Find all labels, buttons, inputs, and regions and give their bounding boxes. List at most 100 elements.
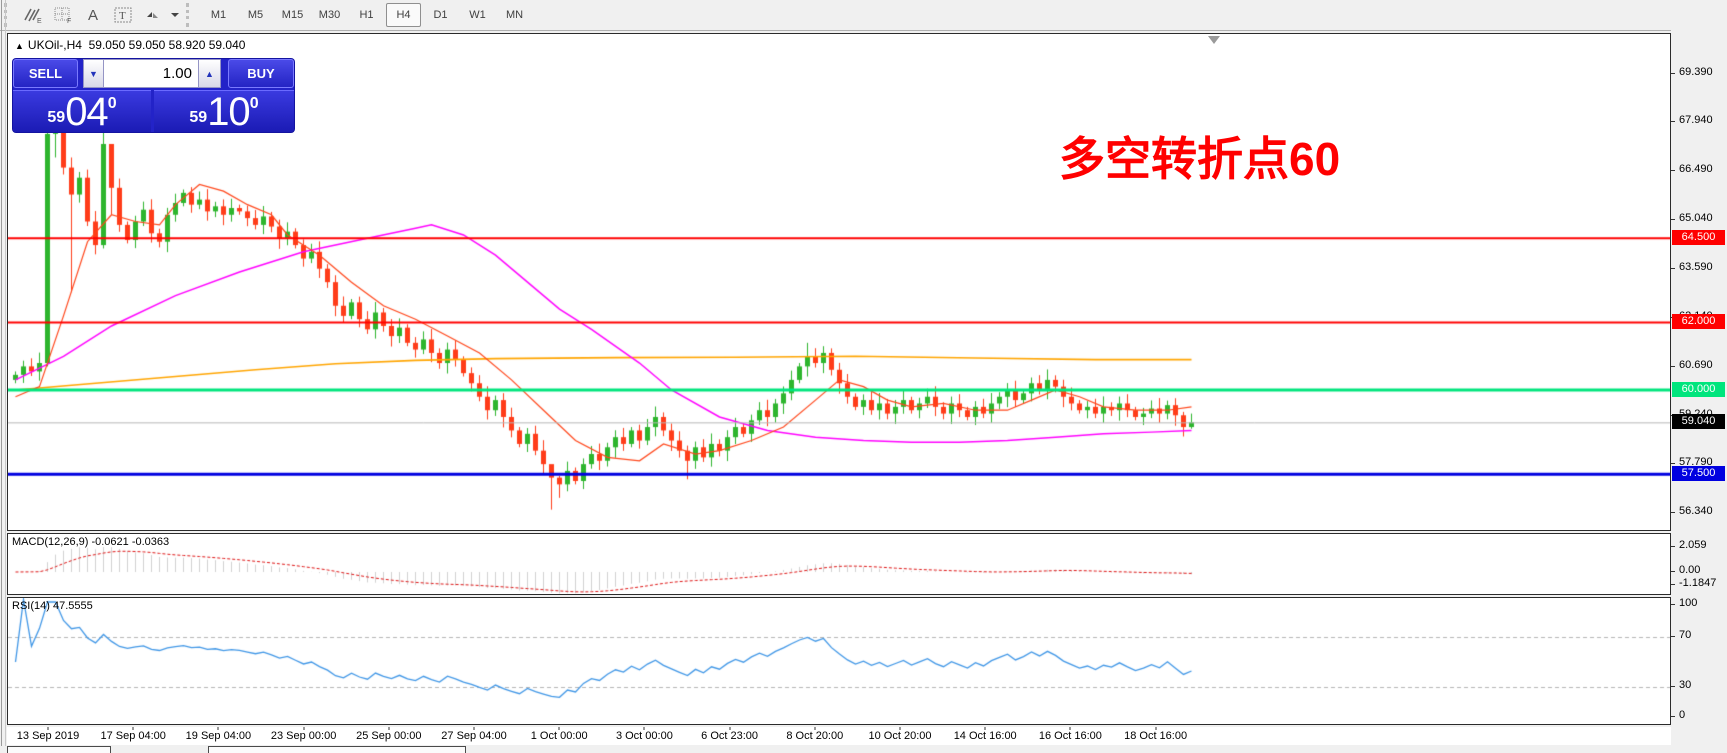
toolbar: E F A T M1 M5 M15 M30 H1 H4 D1 W1 MN [0,0,1727,31]
sell-price-big: 04 [65,90,108,134]
time-tick [1069,727,1071,730]
buy-price-sup: 0 [249,95,259,112]
axis-tick [1671,219,1675,220]
time-tick-label: 14 Oct 16:00 [953,730,1017,742]
title-triangle-icon: ▲ [15,41,24,51]
time-tick [388,727,390,730]
volume-input[interactable] [104,59,198,88]
expert-advisor-icon[interactable]: E [19,3,47,27]
sell-price-sup: 0 [107,95,117,112]
dropdown-caret-icon[interactable] [169,3,181,27]
axis-tick [1671,584,1675,585]
timeframe-button-w1[interactable]: W1 [469,9,486,21]
window-tab[interactable] [208,746,466,753]
price-tick-label: 69.390 [1679,66,1713,78]
cursor-tool-icon[interactable] [139,3,167,27]
price-tick-label: 66.490 [1679,163,1713,175]
chart-shift-marker-icon[interactable] [1208,36,1220,44]
buy-button[interactable]: BUY [228,59,294,88]
axis-tick [1671,546,1675,547]
axis-tick [1671,170,1675,171]
rsi-scale-label: 70 [1679,629,1692,641]
main-chart-pane[interactable]: ▲ UKOil-,H4 59.050 59.050 58.920 59.040 S… [7,33,1671,531]
timeframe-button-m30[interactable]: M30 [318,9,341,21]
timeframe-button-m5[interactable]: M5 [247,9,264,21]
timeframe-button-mn[interactable]: MN [505,9,524,21]
buy-price-big: 10 [207,90,250,134]
time-tick-label: 10 Oct 20:00 [868,730,932,742]
time-tick-label: 3 Oct 00:00 [615,730,673,742]
rsi-scale-label: 0 [1679,709,1686,721]
timeframe-toolbar: M1 M5 M15 M30 H1 H4 D1 W1 MN [200,3,533,27]
volume-increase-button[interactable]: ▲ [198,59,221,88]
timeframe-button-h4[interactable]: H4 [386,3,421,27]
macd-indicator-pane[interactable]: MACD(12,26,9) -0.0621 -0.0363 [7,533,1671,595]
svg-text:T: T [119,10,126,22]
axis-tick [1671,636,1675,637]
rsi-canvas[interactable] [8,598,1670,724]
time-tick [132,727,134,730]
chart-text-annotation: 多空转折点60 [1059,133,1341,185]
timeframe-button-m15[interactable]: M15 [281,9,304,21]
text-label-icon[interactable]: A [87,6,98,24]
window-tab[interactable] [7,746,111,753]
toolbar-separator [186,3,196,27]
axis-tick [1671,121,1675,122]
timeframe-button-m1[interactable]: M1 [210,9,227,21]
timeframe-button-h1[interactable]: H1 [359,9,374,21]
time-tick [899,727,901,730]
price-level-badge: 57.500 [1672,466,1725,481]
time-tick-label: 25 Sep 00:00 [356,730,422,742]
svg-text:F: F [67,18,71,24]
price-tick-label: 60.690 [1679,359,1713,371]
chart-symbol: UKOil-,H4 [27,38,82,52]
price-tick-label: 63.590 [1679,261,1713,273]
time-tick-label: 23 Sep 00:00 [270,730,337,742]
axis-tick [1671,604,1675,605]
volume-decrease-button[interactable]: ▼ [83,59,104,88]
macd-scale-label: 0.00 [1679,564,1701,576]
time-tick [1155,727,1157,730]
axis-tick [1671,571,1675,572]
time-tick-label: 6 Oct 23:00 [701,730,759,742]
price-tick-label: 56.340 [1679,505,1713,517]
time-tick-label: 17 Sep 04:00 [100,730,166,742]
time-tick-label: 27 Sep 04:00 [441,730,507,742]
sell-price-small: 59 [47,109,66,126]
axis-tick [1671,716,1675,717]
price-level-badge: 60.000 [1672,382,1725,397]
time-tick [984,727,986,730]
chart-ohlc-values: 59.050 59.050 58.920 59.040 [88,38,246,52]
sell-button[interactable]: SELL [13,59,78,88]
rsi-scale-label: 30 [1679,679,1692,691]
time-axis[interactable]: 13 Sep 2019 17 Sep 04:00 19 Sep 04:00 23 Se… [7,727,1671,745]
time-tick [643,727,645,730]
time-tick [729,727,731,730]
buy-price-small: 59 [189,109,208,126]
buy-price-box[interactable]: 59 10 0 [154,90,294,132]
macd-label: MACD(12,26,9) -0.0621 -0.0363 [12,536,170,548]
time-tick-label: 13 Sep 2019 [16,730,80,742]
time-tick-label: 18 Oct 16:00 [1124,730,1188,742]
sell-price-box[interactable]: 59 04 0 [13,90,151,132]
time-tick [473,727,475,730]
rsi-indicator-pane[interactable]: RSI(14) 47.5555 [7,597,1671,725]
time-tick-label: 8 Oct 20:00 [786,730,844,742]
window-left-border [1,0,2,753]
svg-text:E: E [37,18,42,24]
grid-icon[interactable]: F [49,3,77,27]
text-box-icon[interactable]: T [109,3,137,27]
window-left-border-inner [5,0,6,753]
time-tick [558,727,560,730]
price-axis[interactable]: 69.39067.94066.49065.04063.59062.14060.6… [1671,0,1727,753]
time-tick [47,727,49,730]
macd-scale-label: 2.059 [1679,539,1707,551]
macd-canvas[interactable] [8,534,1670,594]
axis-tick [1671,512,1675,513]
time-tick [217,727,219,730]
timeframe-button-d1[interactable]: D1 [433,9,448,21]
time-tick-label: 19 Sep 04:00 [185,730,252,742]
time-tick [814,727,816,730]
time-tick-label: 1 Oct 00:00 [530,730,588,742]
